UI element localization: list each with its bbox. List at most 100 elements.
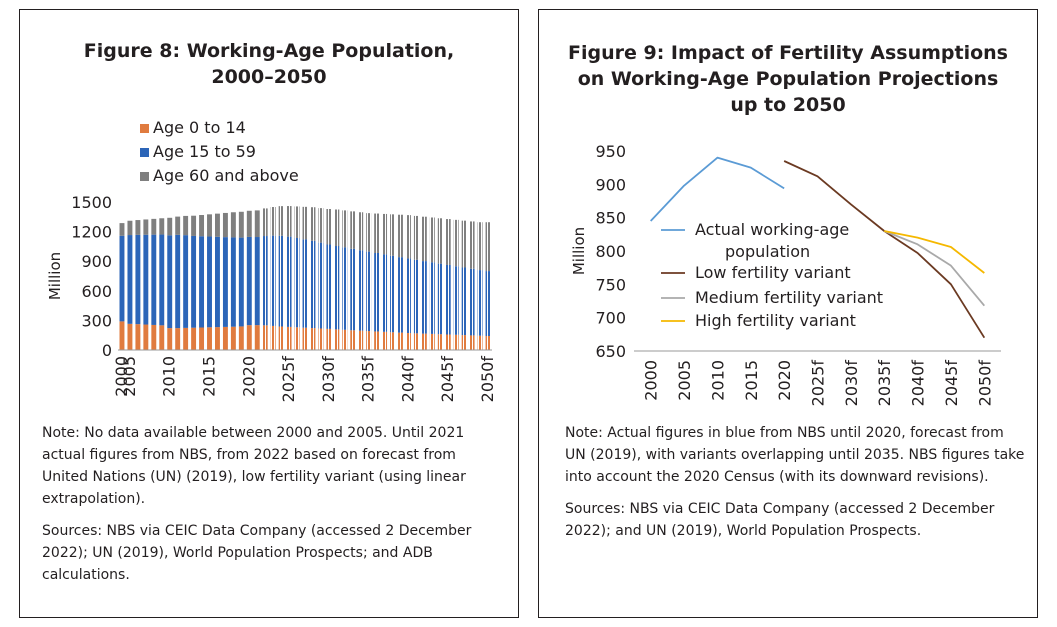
x-tick-label-2010: 2010	[160, 356, 179, 397]
figure-9-title-line-1: Figure 9: Impact of Fertility Assumption…	[567, 42, 1008, 64]
bar-age-0-to-14-2028f	[310, 328, 316, 350]
bar-age-60-and-above-2022f	[262, 208, 268, 237]
bar-age-15-to-59-2044f	[437, 263, 443, 335]
bar-age-0-to-14-2050f	[485, 335, 491, 350]
x-tick-label-2015: 2015	[200, 356, 219, 397]
bar-age-0-to-14-2029f	[318, 328, 324, 350]
bar-age-15-to-59-2047f	[461, 267, 467, 336]
y-tick-label: 650	[595, 342, 626, 361]
bar-age-60-and-above-2039f	[398, 214, 403, 258]
legend-label-low-fertility-variant: Low fertility variant	[695, 263, 851, 282]
figure-8-sources: Sources: NBS via CEIC Data Company (acce…	[42, 523, 472, 583]
bar-age-15-to-59-2014	[199, 236, 205, 328]
bar-age-60-and-above-2020	[246, 210, 252, 237]
bar-age-0-to-14-2008	[151, 324, 157, 350]
bar-age-60-and-above-2030f	[326, 209, 332, 245]
x-tick-label-2040f: 2040f	[398, 356, 417, 403]
bar-age-60-and-above-2041f	[413, 215, 419, 260]
bar-age-60-and-above-2015	[207, 214, 212, 237]
bar-age-60-and-above-2010	[167, 217, 173, 236]
bar-age-0-to-14-2006	[135, 324, 141, 350]
bar-age-60-and-above-2021	[254, 210, 260, 238]
x-tick-label-2050f: 2050f	[975, 360, 994, 407]
bar-age-0-to-14-2019	[238, 326, 244, 350]
bar-age-0-to-14-2048f	[469, 335, 475, 350]
bar-age-15-to-59-2035f	[366, 251, 372, 332]
y-tick-label: 900	[595, 175, 626, 194]
bar-age-0-to-14-2022f	[262, 325, 268, 350]
figure-9-notes: Note: Actual figures in blue from NBS un…	[565, 422, 1025, 542]
bar-age-15-to-59-2011	[175, 234, 181, 329]
bar-age-60-and-above-2031f	[334, 209, 340, 247]
bar-age-15-to-59-2048f	[469, 268, 475, 336]
bar-age-0-to-14-2025f	[286, 326, 292, 350]
bar-age-15-to-59-2024f	[278, 235, 284, 327]
bar-age-15-to-59-2023f	[270, 235, 276, 326]
x-tick-label-2045f: 2045f	[438, 356, 457, 403]
bar-age-15-to-59-2007	[143, 234, 149, 325]
bar-age-60-and-above-2008	[151, 218, 157, 235]
bar-age-60-and-above-2026f	[294, 206, 300, 239]
legend-swatch-age-60-and-above	[140, 172, 149, 181]
bar-age-60-and-above-2028f	[310, 207, 316, 241]
bar-age-60-and-above-2047f	[461, 220, 467, 268]
bar-age-15-to-59-2010	[167, 235, 173, 329]
bar-age-60-and-above-2048f	[469, 221, 475, 269]
bar-age-15-to-59-2013	[191, 235, 197, 328]
bar-age-0-to-14-2042f	[421, 333, 427, 350]
bar-age-60-and-above-2049f	[477, 222, 483, 271]
figure-9-title-line-3: up to 2050	[730, 94, 846, 116]
bar-age-0-to-14-2018	[230, 326, 236, 350]
bar-age-0-to-14-2009	[159, 325, 165, 350]
bar-age-15-to-59-2022f	[262, 236, 268, 326]
bar-age-0-to-14-2027f	[302, 327, 308, 350]
bar-age-15-to-59-2029f	[318, 242, 324, 329]
bar-age-0-to-14-2039f	[398, 332, 403, 350]
bar-age-60-and-above-2023f	[270, 207, 276, 236]
bar-age-15-to-59-2028f	[310, 240, 316, 329]
bar-age-15-to-59-2019	[238, 237, 244, 327]
x-tick-label-2020: 2020	[775, 360, 794, 401]
bar-age-60-and-above-2000	[119, 223, 125, 236]
bar-age-60-and-above-2032f	[342, 210, 348, 248]
y-tick-label: 1500	[71, 193, 112, 212]
x-tick-label-2025f: 2025f	[279, 356, 298, 403]
bar-age-60-and-above-2035f	[366, 213, 372, 252]
x-tick-label-2050f: 2050f	[478, 356, 497, 403]
bar-age-60-and-above-2044f	[437, 218, 443, 264]
bar-age-15-to-59-2040f	[405, 258, 411, 334]
legend-label-age-60-and-above: Age 60 and above	[153, 166, 299, 185]
bar-age-60-and-above-2025f	[286, 206, 292, 237]
x-tick-label-2030f: 2030f	[319, 356, 338, 403]
bar-age-60-and-above-2012	[183, 215, 189, 236]
bar-age-15-to-59-2041f	[413, 259, 419, 334]
bar-age-0-to-14-2034f	[358, 330, 364, 350]
x-tick-label-2020: 2020	[239, 356, 258, 397]
bar-age-60-and-above-2043f	[429, 217, 435, 263]
bar-age-15-to-59-2025f	[286, 236, 292, 327]
legend-label-age-15-to-59: Age 15 to 59	[153, 142, 256, 161]
x-tick-label-2035f: 2035f	[359, 356, 378, 403]
bar-age-0-to-14-2033f	[350, 330, 356, 350]
bar-age-15-to-59-2027f	[302, 239, 308, 328]
bar-age-0-to-14-2010	[167, 328, 173, 350]
bar-age-15-to-59-2005	[127, 235, 133, 324]
bar-age-0-to-14-2041f	[413, 333, 419, 350]
bar-age-0-to-14-2016	[215, 327, 220, 350]
bar-age-60-and-above-2027f	[302, 206, 308, 240]
bar-age-0-to-14-2043f	[429, 333, 435, 350]
series-line-high-fertility-variant	[884, 230, 985, 274]
figure-9-sources: Sources: NBS via CEIC Data Company (acce…	[565, 501, 995, 539]
bar-age-0-to-14-2015	[207, 327, 212, 350]
y-tick-label: 700	[595, 309, 626, 328]
figure-8-chart: Age 0 to 14 Age 15 to 59 Age 60 and above 0…	[46, 118, 497, 403]
bar-age-0-to-14-2014	[199, 327, 205, 350]
bar-age-60-and-above-2009	[159, 218, 165, 235]
bar-age-15-to-59-2031f	[334, 246, 340, 330]
figure-8-title-line-1: Figure 8: Working-Age Population,	[83, 40, 455, 62]
bar-age-60-and-above-2029f	[318, 208, 324, 243]
legend-label-actual-working-age-population-line-1: Actual working-age	[695, 220, 849, 239]
bar-age-15-to-59-2045f	[445, 264, 451, 335]
bar-age-60-and-above-2018	[230, 212, 236, 238]
x-tick-label-2005: 2005	[675, 360, 694, 401]
